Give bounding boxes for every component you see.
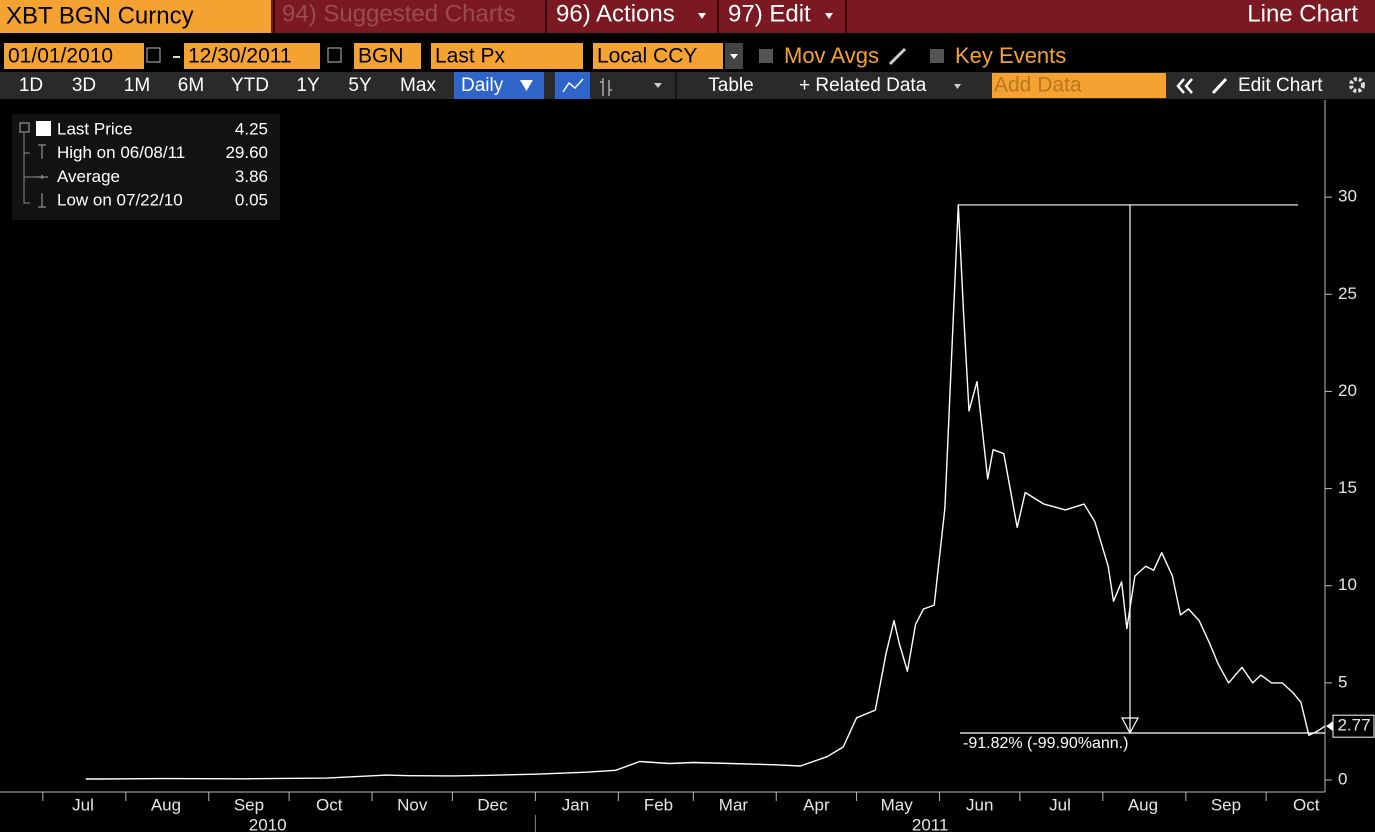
table-button[interactable]: Table [708,75,753,96]
key-events[interactable]: Key Events [955,43,1066,68]
legend-label: Low on 07/22/10 [57,191,183,210]
x-tick-label: Feb [644,795,673,814]
x-tick-label: Mar [719,795,749,814]
average-icon [36,175,48,179]
legend: Last Price 4.25 High on 06/08/11 29.60 Avera… [57,119,268,209]
checkbox[interactable] [930,49,944,63]
range-button[interactable]: 3D [72,75,96,96]
y-tick-label: 20 [1338,381,1357,400]
end-date-field[interactable] [184,43,320,69]
dropdown-arrow [654,83,662,88]
tree-lines [23,133,36,204]
start-date-field[interactable] [4,43,144,69]
range-button[interactable]: 1M [124,75,150,96]
plot: 0 5 10 15 20 25 30 Jul Aug Sep Oct Nov Dec Jan Feb Mar A… [0,100,1375,832]
range-button[interactable]: 1D [19,75,43,96]
x-tick-label: Aug [151,795,181,814]
legend-value: 4.25 [235,119,268,138]
x-tick-label: Apr [803,795,830,814]
measure-label: -91.82% (-99.90%ann.) [963,735,1128,752]
field-box[interactable] [431,43,583,69]
dropdown-arrow [698,13,706,19]
arrow-head [1121,717,1139,735]
start-date[interactable]: 01/01/2010 [8,45,113,68]
mov-avgs[interactable]: Mov Avgs [784,43,879,68]
range-button[interactable]: Max [400,75,436,96]
checkbox[interactable] [759,49,773,63]
pencil-icon [1211,77,1228,95]
legend-label: Last Price [57,119,133,138]
y-tick-label: 30 [1338,187,1357,206]
pencil-icon[interactable] [888,47,907,66]
end-date[interactable]: 12/30/2011 [188,45,292,68]
x-tick-label: Aug [1128,795,1158,814]
x-tick-label: Oct [1293,795,1320,814]
toolbar [0,72,1375,99]
price-line [85,204,1326,780]
calendar-icon[interactable] [327,47,342,63]
related-data[interactable]: + Related Data [799,75,927,96]
legend-value: 3.86 [235,167,268,186]
x-tick-label: Oct [316,795,343,814]
low-icon [38,193,46,208]
x-tick-label: Sep [234,795,264,814]
x-tick-label: May [881,795,914,814]
add-data[interactable]: Add Data [994,74,1082,97]
legend-label: High on 06/08/11 [57,143,185,162]
series-swatch [36,121,51,136]
security[interactable]: XBT BGN Curncy [6,2,194,29]
currency-field[interactable] [593,43,723,69]
edit-chart[interactable]: Edit Chart [1238,75,1323,96]
source[interactable]: BGN [358,45,404,68]
year-label: 2010 [249,815,287,832]
line-icon [562,78,584,93]
calendar-icon[interactable] [146,47,161,63]
year-label: 2011 [912,815,949,832]
x-tick-label: Jun [966,795,993,814]
actions-menu[interactable]: 96) Actions [556,0,675,27]
x-tick-label: Nov [397,795,428,814]
currency[interactable]: Local CCY [597,45,697,68]
x-tick-label: Jan [562,795,589,814]
dropdown-arrow [954,84,961,89]
x-tick-label: Jul [72,795,94,814]
tree-icon [19,122,30,133]
chart-kind: Line Chart [1247,0,1358,27]
frequency[interactable]: Daily [461,75,504,96]
suggested-charts[interactable]: 94) Suggested Charts [282,0,515,27]
x-tick-label: Dec [477,795,508,814]
range-button[interactable]: 5Y [348,75,372,96]
y-tick-label: 15 [1338,478,1357,497]
settings-icon[interactable] [1349,77,1365,93]
dropdown-arrow [730,54,738,59]
bar-icon[interactable] [600,78,612,96]
legend-value: 0.05 [235,191,268,210]
legend-label: Average [57,167,120,186]
range-button[interactable]: 1Y [296,75,320,96]
security-box[interactable] [0,0,271,33]
y-tick-label: 25 [1338,284,1357,303]
source-field[interactable] [354,43,421,69]
edit-menu[interactable]: 97) Edit [728,0,811,27]
add-data-field[interactable] [992,73,1166,98]
y-tick-label: 0 [1338,769,1347,788]
high-icon [38,144,46,159]
x-tick-label: Jul [1049,795,1071,814]
last-value-label: 2.77 [1337,716,1370,735]
range-button[interactable]: YTD [231,75,269,96]
legend-panel [12,114,280,220]
collapse-icon[interactable] [1176,78,1193,94]
dropdown-arrow [825,13,833,19]
y-tick-label: 5 [1338,672,1347,691]
field[interactable]: Last Px [435,45,506,68]
last-value-pointer [1326,721,1333,732]
y-tick-label: 10 [1338,575,1357,594]
x-tick-label: Sep [1211,795,1241,814]
range-buttons: 1D 3D 1M 6M YTD 1Y 5Y Max [19,75,437,96]
range-button[interactable]: 6M [178,75,204,96]
dropdown-arrow [520,80,533,91]
legend-value: 29.60 [225,143,268,162]
